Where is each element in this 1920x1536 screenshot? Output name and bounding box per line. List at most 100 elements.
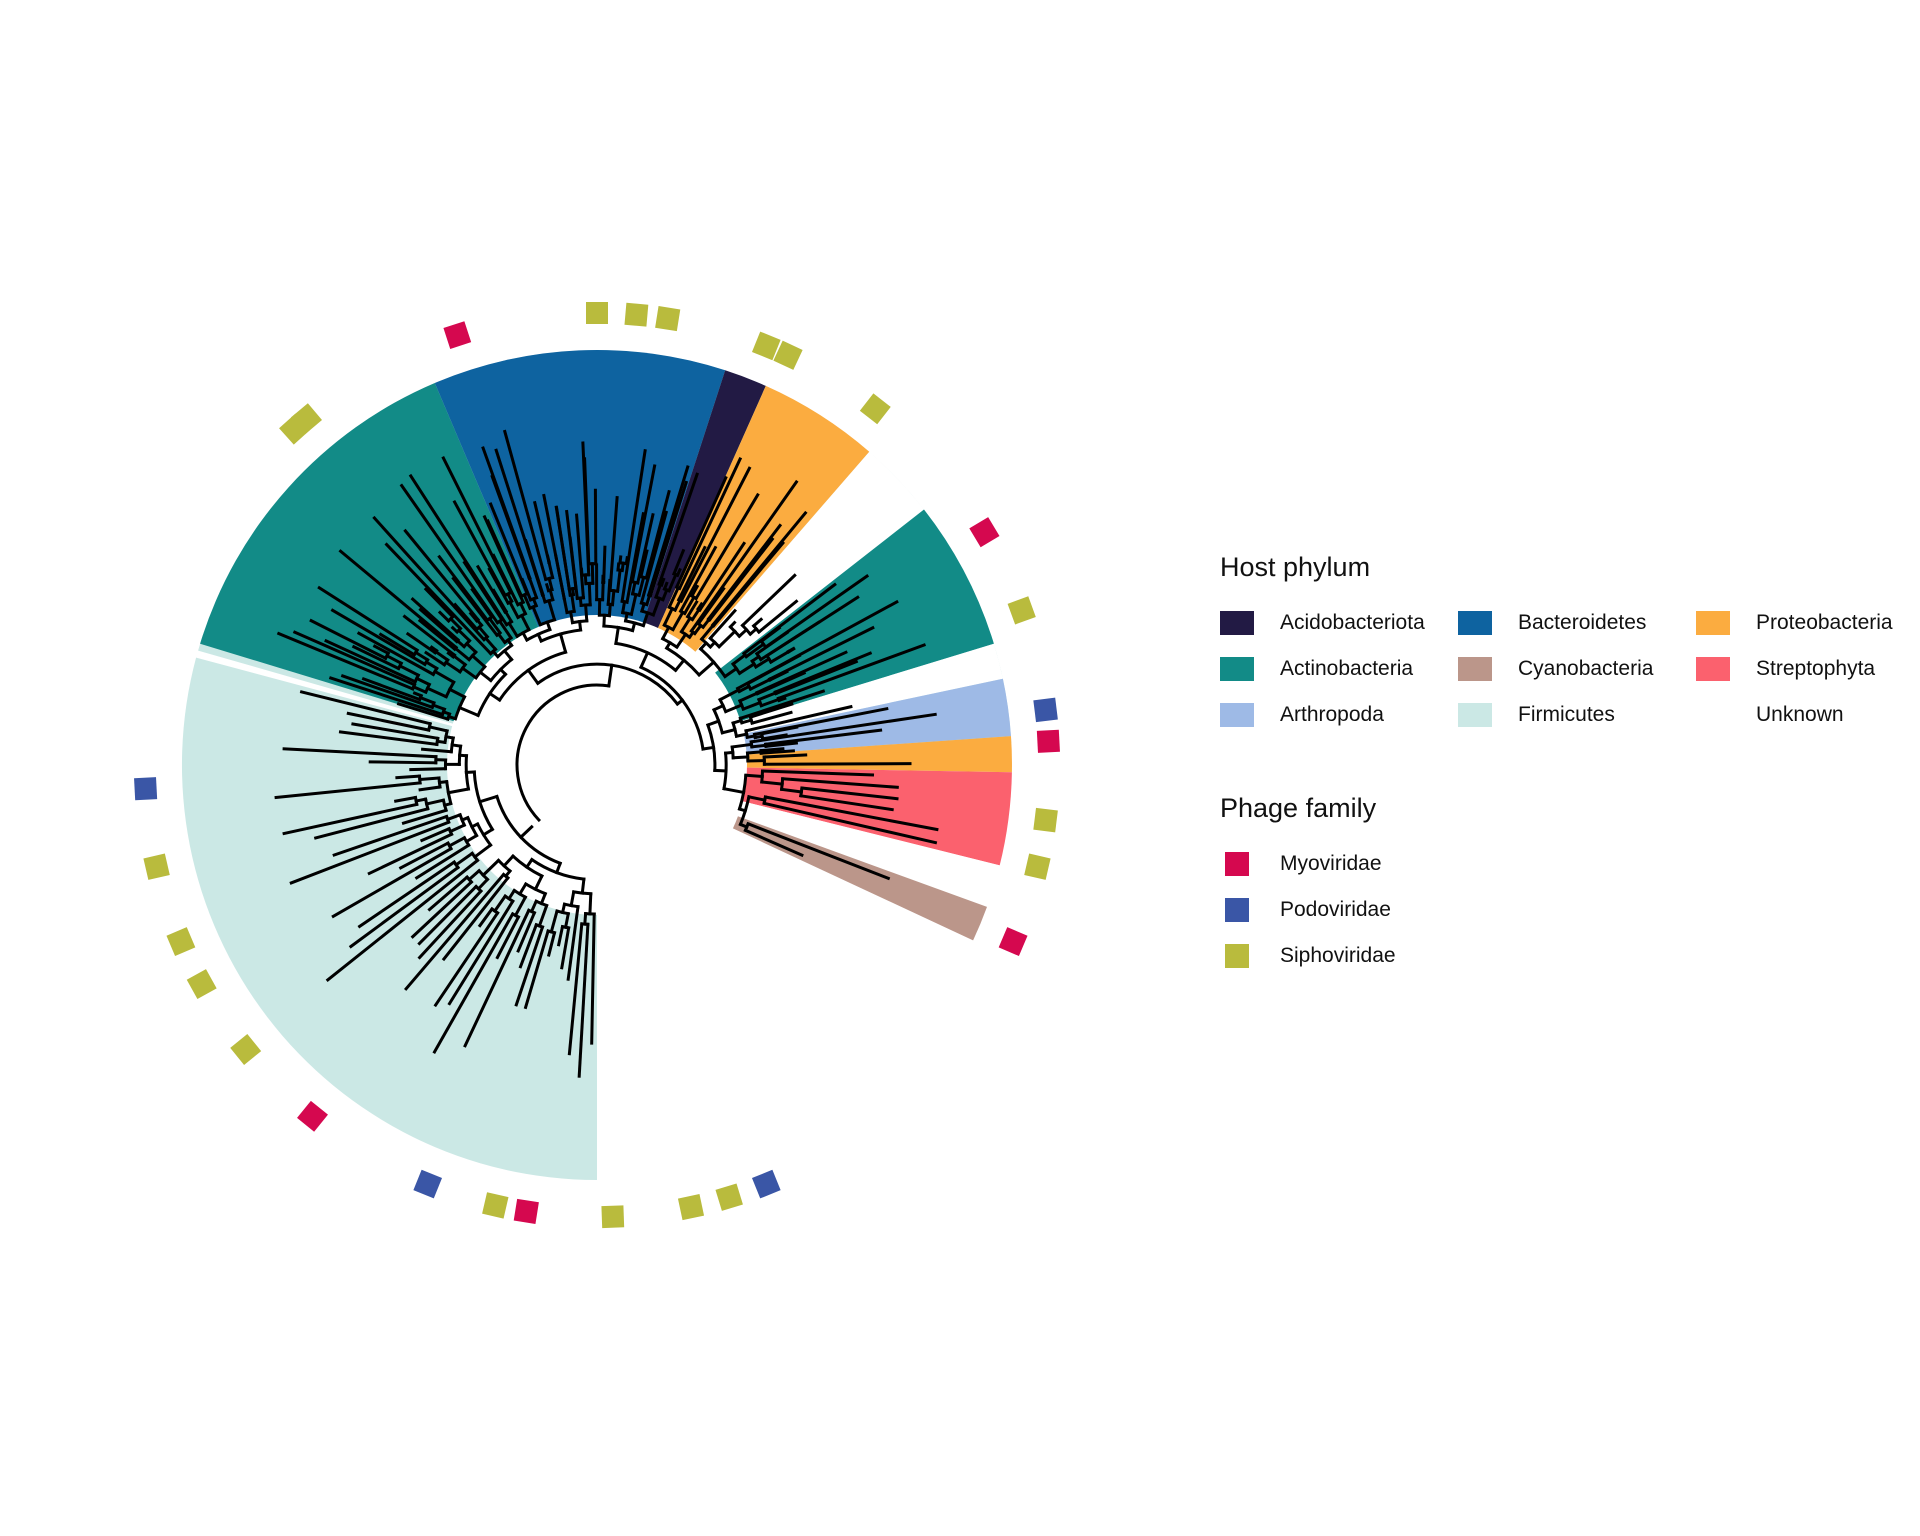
tree-branch xyxy=(447,687,467,699)
tree-branch xyxy=(737,661,757,676)
tree-branch xyxy=(762,753,808,759)
legend-swatch-podoviridae xyxy=(1225,898,1249,922)
legend-label: Proteobacteria xyxy=(1756,611,1893,634)
tree-branch xyxy=(453,646,472,662)
tree-branch xyxy=(507,621,520,639)
tree-branch xyxy=(696,659,716,678)
tree-branch xyxy=(408,473,509,627)
tree-branch xyxy=(741,700,763,712)
tree-branch xyxy=(470,653,487,669)
tree-branch xyxy=(410,596,461,643)
tree-branch xyxy=(497,619,514,640)
legend-label: Unknown xyxy=(1756,703,1844,726)
tip-marker-siphoviridae xyxy=(166,927,196,957)
tip-marker-siphoviridae xyxy=(186,969,217,1000)
tree-branch xyxy=(705,719,721,727)
tree-branch xyxy=(748,677,773,692)
tree-branch xyxy=(583,603,589,623)
tree-branch xyxy=(487,616,503,635)
legend-label: Cyanobacteria xyxy=(1518,657,1654,680)
tree-branch xyxy=(418,607,459,644)
legend-title-phage-family: Phage family xyxy=(1220,793,1377,823)
tree-branch xyxy=(367,832,454,876)
tree-branch xyxy=(453,602,480,632)
tree-branch xyxy=(424,650,447,667)
tip-marker-siphoviridae xyxy=(586,302,608,324)
tree-branch xyxy=(513,895,528,918)
tree-branch xyxy=(398,841,451,870)
tree-branch xyxy=(448,616,463,631)
tree-branch xyxy=(464,641,478,655)
tree-branch xyxy=(420,747,453,754)
tree-branch xyxy=(518,824,534,840)
tree-branch xyxy=(520,577,533,602)
tree-branch xyxy=(448,823,467,834)
tree-branch xyxy=(328,676,445,717)
tree-branch xyxy=(699,623,716,642)
tip-marker-myoviridae xyxy=(1036,729,1060,753)
tree-branch xyxy=(524,857,534,870)
tree-branch xyxy=(745,653,802,686)
tree-branch xyxy=(276,631,415,691)
tree-branch xyxy=(583,457,591,566)
tree-branch xyxy=(427,725,449,733)
tip-marker-siphoviridae xyxy=(230,1034,262,1065)
tip-marker-podoviridae xyxy=(751,1169,781,1199)
tree-branch xyxy=(637,575,646,598)
tree-branch xyxy=(414,676,432,687)
tree-branch xyxy=(711,540,786,628)
tree-branch xyxy=(678,545,718,614)
tree-branch xyxy=(529,899,539,914)
tip-marker-myoviridae xyxy=(297,1100,328,1132)
tree-branch xyxy=(674,632,688,650)
legend-label: Siphoviridae xyxy=(1280,944,1396,967)
tree-branch xyxy=(492,894,508,914)
legend-swatch-arthropoda xyxy=(1220,703,1254,727)
tree-branch xyxy=(417,888,484,960)
legend-swatch-streptophyta xyxy=(1696,657,1730,681)
tree-branch xyxy=(755,671,807,696)
tree-branch xyxy=(356,631,436,677)
tree-branch xyxy=(472,843,493,859)
tree-branch xyxy=(756,599,799,635)
tree-branch xyxy=(554,506,572,591)
tree-branch xyxy=(547,598,557,622)
tree-branch xyxy=(739,718,754,725)
tree-branch xyxy=(639,510,669,605)
legend-item-proteobacteria: Proteobacteria xyxy=(1696,605,1910,641)
tree-branch xyxy=(495,914,521,960)
legend-item-podoviridae: Podoviridae xyxy=(1220,892,1520,928)
tree-branch xyxy=(558,632,568,655)
tree-branch xyxy=(768,649,791,665)
tree-branch xyxy=(762,801,938,845)
tree-branch xyxy=(554,861,563,875)
tree-branch xyxy=(646,465,690,597)
tree-branch xyxy=(417,618,457,652)
tree-branch xyxy=(763,728,883,746)
tree-branch xyxy=(405,631,438,655)
tip-marker-siphoviridae xyxy=(279,413,311,445)
tree-branch xyxy=(587,581,592,607)
tree-branch xyxy=(644,489,671,580)
tree-branch xyxy=(424,798,446,806)
tree-branch xyxy=(574,513,586,600)
tree-branch xyxy=(689,479,799,634)
tree-branch xyxy=(443,660,463,674)
tree-branch xyxy=(478,670,493,683)
tree-branch xyxy=(602,545,607,584)
legend-item-arthropoda: Arthropoda xyxy=(1220,697,1458,733)
tree-branch xyxy=(372,515,487,642)
tree-branch xyxy=(694,492,760,601)
tree-branch xyxy=(546,930,557,957)
tree-branch xyxy=(519,613,531,632)
legend-item-actinobacteria: Actinobacteria xyxy=(1220,651,1458,687)
tree-branch xyxy=(722,666,739,679)
legend-swatch-unknown xyxy=(1696,703,1730,727)
tree-branch xyxy=(332,814,449,857)
tree-branch xyxy=(764,741,799,748)
tree-branch xyxy=(608,495,619,593)
tree-branch xyxy=(447,835,467,848)
tree-branch xyxy=(467,868,482,882)
tree-branch xyxy=(372,644,391,656)
